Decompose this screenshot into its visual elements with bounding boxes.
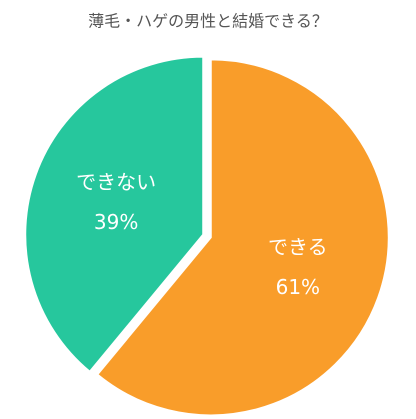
pie-slice — [95, 58, 390, 417]
slice-label: できない — [76, 170, 156, 194]
slice-label: できる — [268, 235, 328, 259]
chart-title: 薄毛・ハゲの男性と結婚できる？ — [88, 12, 328, 31]
pie-slice — [24, 55, 205, 374]
value-label: 61% — [276, 275, 320, 299]
value-label: 39% — [94, 210, 138, 234]
